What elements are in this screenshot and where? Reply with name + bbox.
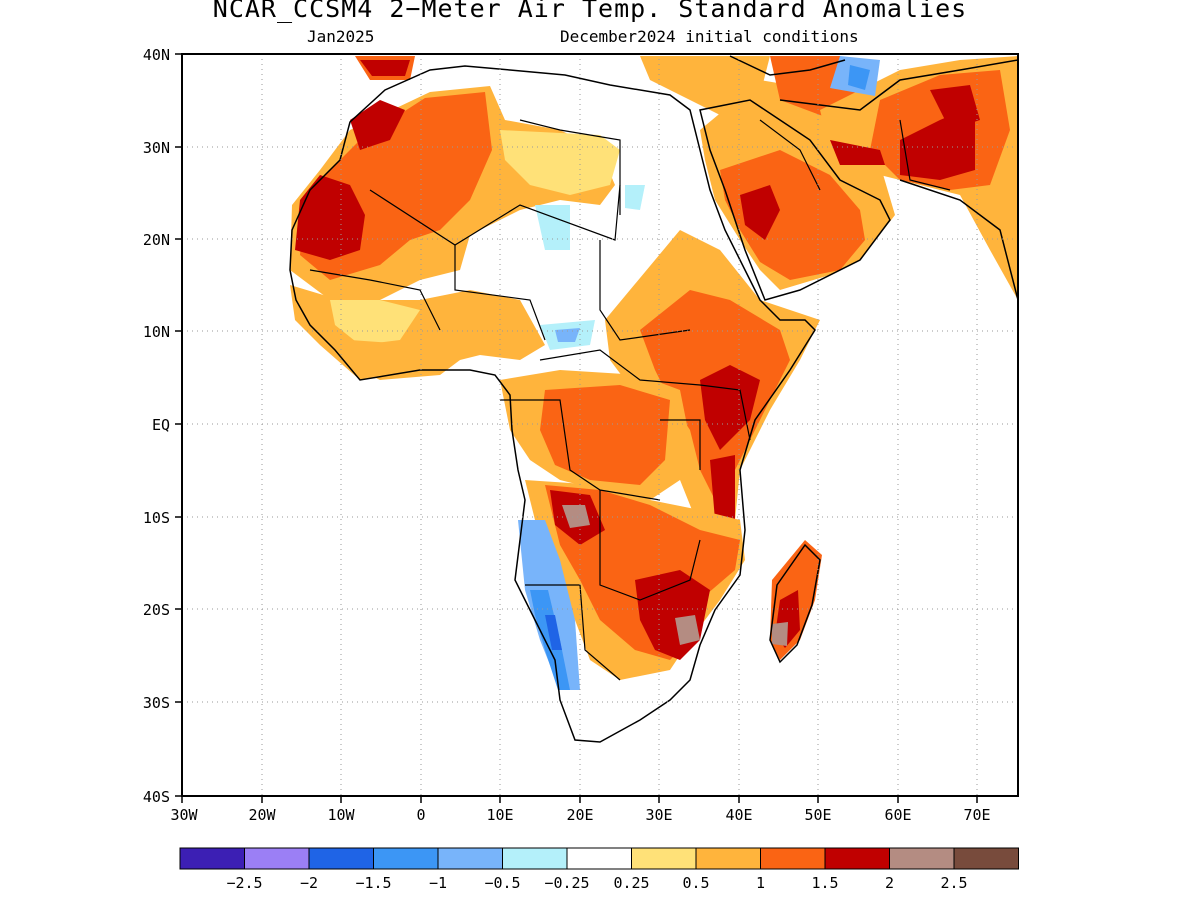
colorbar-label: 0.25 <box>613 874 649 892</box>
map-title: NCAR_CCSM4 2−Meter Air Temp. Standard An… <box>212 0 968 23</box>
colorbar-label: 1 <box>756 874 765 892</box>
colorbar-label: −2.5 <box>226 874 262 892</box>
lat-label: EQ <box>152 416 170 434</box>
colorbar-label: −1.5 <box>355 874 391 892</box>
gridlines <box>182 54 1018 796</box>
colorbar-swatch <box>824 847 890 870</box>
lon-label: 40E <box>725 806 752 824</box>
lat-label: 20N <box>143 231 170 249</box>
lat-label: 40N <box>143 46 170 64</box>
colorbar-swatch <box>566 847 632 870</box>
colorbar-label: 2.5 <box>940 874 967 892</box>
lon-label: 10W <box>327 806 355 824</box>
colorbar-swatch <box>437 847 503 870</box>
latitude-labels: 40N 30N 20N 10N EQ 10S 20S 30S 40S <box>143 46 170 806</box>
colorbar-swatch <box>889 847 955 870</box>
tick-marks <box>175 53 978 803</box>
colorbar-swatch <box>179 847 245 870</box>
lon-label: 60E <box>884 806 911 824</box>
colorbar-swatch <box>631 847 697 870</box>
colorbar-label: 1.5 <box>811 874 838 892</box>
coastlines <box>289 55 1018 743</box>
initial-conditions-label: December2024 initial conditions <box>560 27 859 46</box>
colorbar: −2.5 −2 −1.5 −1 −0.5 −0.25 0.25 0.5 1 1.5 2 2.5 <box>179 847 1019 892</box>
country-borders <box>309 119 951 681</box>
lon-label: 70E <box>963 806 990 824</box>
colorbar-swatch <box>373 847 439 870</box>
lat-label: 40S <box>143 788 170 806</box>
colorbar-swatch <box>760 847 826 870</box>
colorbar-swatch <box>502 847 568 870</box>
plot-frame <box>181 53 1019 797</box>
lon-label: 30E <box>645 806 672 824</box>
forecast-month: Jan2025 <box>307 27 375 46</box>
lon-label: 30W <box>170 806 198 824</box>
lon-label: 20E <box>566 806 593 824</box>
lat-label: 20S <box>143 601 170 619</box>
colorbar-label: −1 <box>429 874 447 892</box>
lon-label: 50E <box>804 806 831 824</box>
colorbar-swatch <box>244 847 310 870</box>
lat-label: 10S <box>143 509 170 527</box>
anomaly-shading <box>290 56 1018 690</box>
longitude-labels: 30W 20W 10W 0 10E 20E 30E 40E 50E 60E 70… <box>170 806 990 824</box>
lat-label: 30N <box>143 139 170 157</box>
colorbar-label: 2 <box>885 874 894 892</box>
colorbar-label: 0.5 <box>682 874 709 892</box>
lat-label: 30S <box>143 694 170 712</box>
colorbar-label: −0.5 <box>484 874 520 892</box>
lon-label: 20W <box>248 806 276 824</box>
colorbar-swatch <box>953 847 1019 870</box>
lon-label: 0 <box>416 806 425 824</box>
colorbar-label: −0.25 <box>544 874 589 892</box>
colorbar-swatch <box>308 847 374 870</box>
lat-label: 10N <box>143 323 170 341</box>
colorbar-swatch <box>695 847 761 870</box>
colorbar-label: −2 <box>300 874 318 892</box>
lon-label: 10E <box>486 806 513 824</box>
